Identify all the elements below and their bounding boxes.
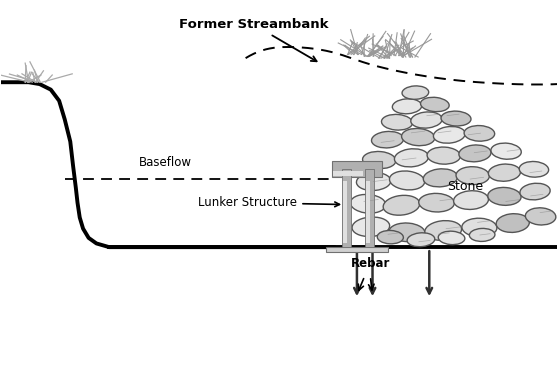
Ellipse shape [402, 86, 429, 99]
Bar [367, 181, 370, 243]
Ellipse shape [411, 112, 442, 128]
Text: Baseflow: Baseflow [138, 156, 191, 169]
Ellipse shape [491, 143, 521, 159]
Ellipse shape [438, 231, 465, 245]
Ellipse shape [496, 214, 530, 232]
Ellipse shape [526, 208, 556, 225]
Ellipse shape [350, 195, 386, 213]
Ellipse shape [441, 111, 471, 126]
Ellipse shape [352, 217, 389, 237]
Ellipse shape [377, 231, 403, 244]
Ellipse shape [464, 126, 494, 141]
Ellipse shape [520, 183, 550, 200]
Ellipse shape [372, 131, 403, 148]
Ellipse shape [407, 233, 435, 247]
Ellipse shape [488, 164, 521, 181]
Bar [365, 169, 374, 247]
Bar [333, 171, 363, 176]
Ellipse shape [402, 128, 435, 146]
Ellipse shape [363, 151, 396, 169]
Ellipse shape [469, 228, 495, 241]
Ellipse shape [382, 115, 412, 130]
Bar [326, 247, 388, 252]
Ellipse shape [392, 99, 422, 114]
Bar [342, 169, 351, 247]
Ellipse shape [519, 161, 549, 177]
Ellipse shape [418, 193, 454, 212]
Ellipse shape [459, 145, 491, 162]
Ellipse shape [462, 218, 497, 237]
Ellipse shape [421, 97, 449, 112]
Ellipse shape [357, 173, 391, 190]
Ellipse shape [389, 223, 425, 242]
Bar [332, 161, 382, 177]
Ellipse shape [424, 169, 458, 187]
Bar [343, 181, 347, 243]
Ellipse shape [456, 167, 489, 185]
Text: Rebar: Rebar [350, 257, 390, 270]
Ellipse shape [389, 171, 425, 190]
Ellipse shape [395, 149, 429, 167]
Text: Former Streambank: Former Streambank [179, 18, 329, 61]
Ellipse shape [454, 191, 488, 209]
Text: Lunker Structure: Lunker Structure [198, 196, 339, 209]
Ellipse shape [488, 187, 521, 205]
Ellipse shape [434, 126, 465, 143]
Ellipse shape [383, 195, 420, 215]
Ellipse shape [425, 221, 461, 240]
Ellipse shape [427, 147, 460, 164]
Text: Stone: Stone [448, 180, 484, 192]
